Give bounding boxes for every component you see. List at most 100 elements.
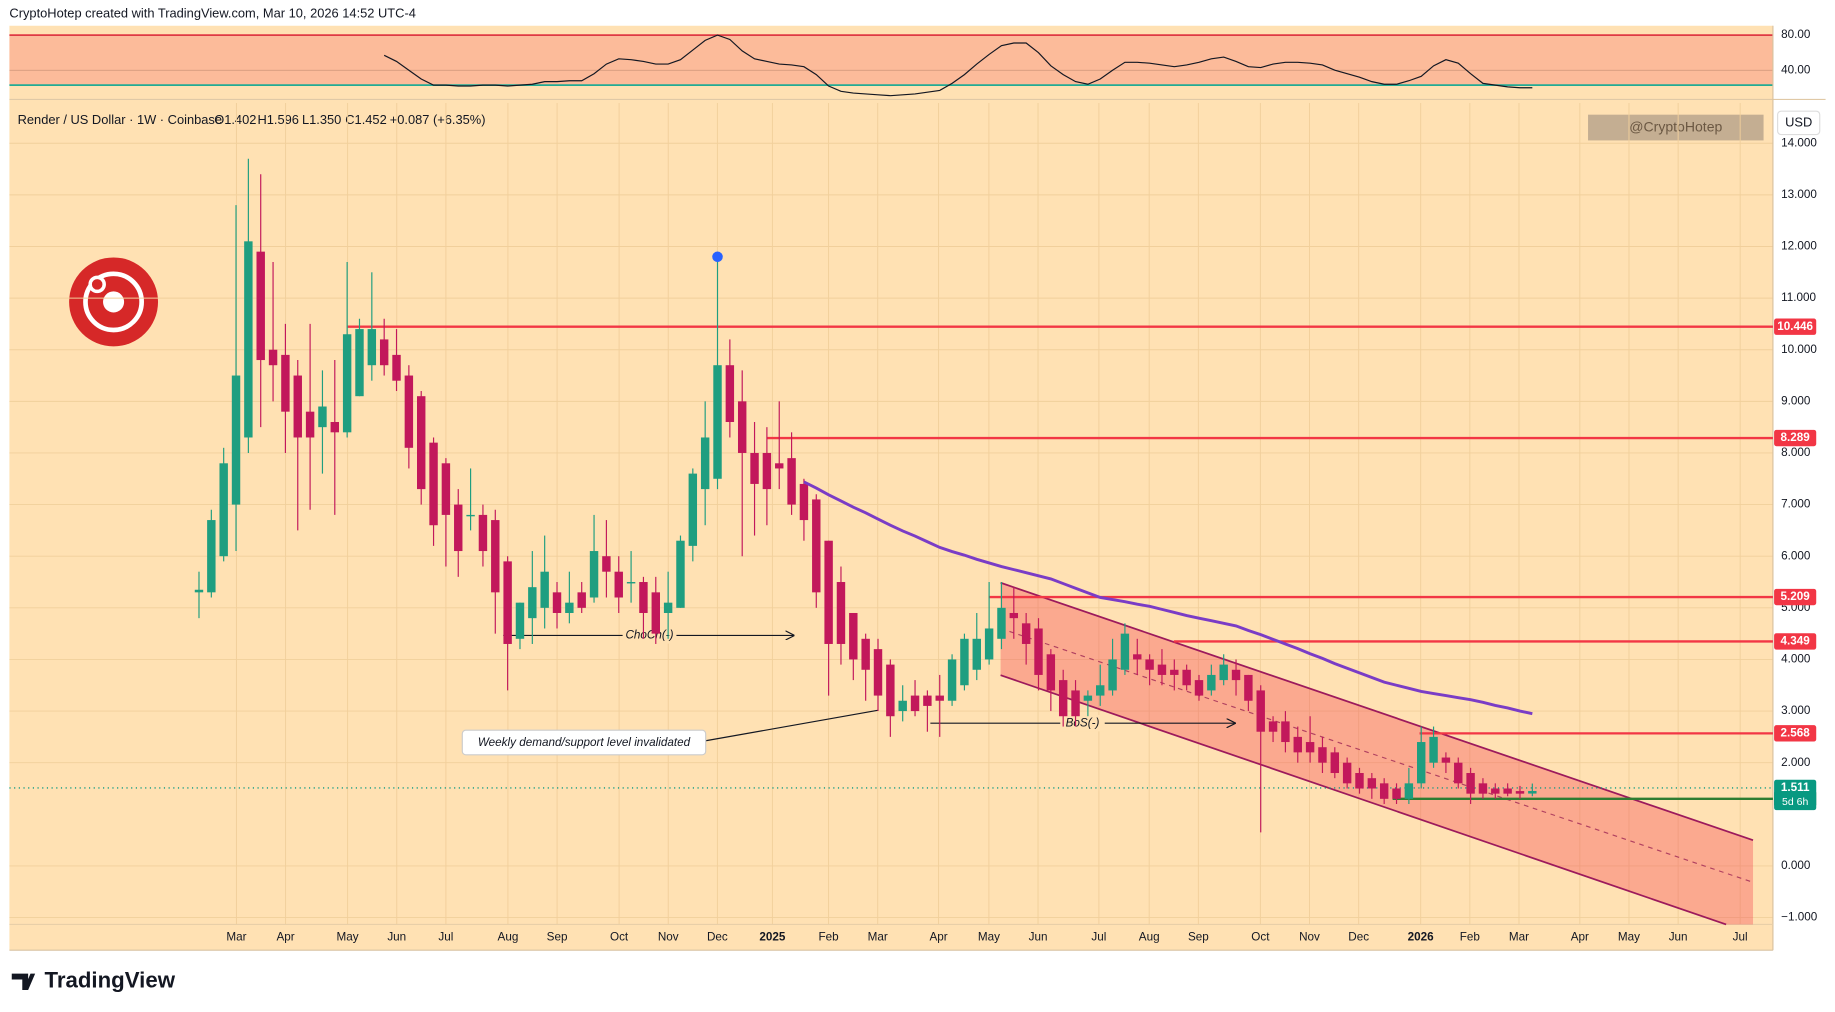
candle-body bbox=[1342, 762, 1352, 784]
candle-body bbox=[1034, 628, 1043, 675]
candle-body bbox=[1145, 659, 1154, 670]
x-tick-label: Mar bbox=[868, 930, 888, 943]
candle-body bbox=[355, 329, 364, 397]
level-label-box bbox=[1774, 725, 1817, 742]
credit: CryptoHotep created with TradingView.com… bbox=[9, 5, 415, 20]
candle-body bbox=[799, 483, 809, 521]
currency: USD bbox=[1785, 114, 1812, 129]
candle-body bbox=[713, 365, 722, 479]
x-tick-label: Dec bbox=[1348, 930, 1369, 943]
candle-body bbox=[849, 612, 858, 660]
candle-body bbox=[441, 463, 451, 515]
y-tick-label: 2.000 bbox=[1781, 756, 1811, 769]
candle-body bbox=[1305, 742, 1315, 753]
candle-body bbox=[1429, 736, 1438, 763]
y-tick-label: 8.000 bbox=[1781, 446, 1811, 459]
candle-body bbox=[947, 659, 957, 701]
candle-body bbox=[762, 452, 772, 490]
x-tick-label: May bbox=[978, 930, 1000, 943]
channel bbox=[1000, 582, 1754, 925]
x-tick-label: Aug bbox=[498, 930, 519, 943]
x-tick-label: Nov bbox=[658, 930, 679, 943]
candle-body bbox=[231, 375, 241, 505]
candle-body bbox=[898, 700, 907, 712]
candle-body bbox=[1182, 669, 1191, 686]
x-tick-label: Feb bbox=[818, 930, 839, 943]
y-tick-label: 9.000 bbox=[1781, 394, 1811, 407]
y-tick-label: 11.000 bbox=[1781, 291, 1816, 304]
candle-body bbox=[577, 592, 586, 608]
candle-body bbox=[454, 504, 463, 552]
logo bbox=[69, 257, 159, 347]
candle-body bbox=[429, 442, 438, 526]
y-tick-label: 13.000 bbox=[1781, 188, 1817, 201]
candle-body bbox=[972, 638, 981, 670]
candle-body bbox=[1058, 680, 1068, 717]
y-tick-label: 12.000 bbox=[1781, 240, 1817, 253]
x-tick-label: 2026 bbox=[1408, 930, 1435, 943]
candle-body bbox=[737, 401, 747, 453]
y-tick-label: 3.000 bbox=[1781, 704, 1811, 717]
candle-body bbox=[1108, 659, 1117, 691]
x-tick-label: Mar bbox=[226, 930, 246, 943]
watermark: @CryptoHotep bbox=[1629, 118, 1722, 134]
y-tick-label: −1.000 bbox=[1781, 911, 1818, 924]
peak-dot bbox=[712, 251, 723, 263]
candle-body bbox=[1083, 695, 1093, 701]
x-tick-label: Dec bbox=[707, 930, 728, 943]
candle-body bbox=[725, 365, 735, 422]
x-tick-label: May bbox=[337, 930, 359, 943]
x-tick-label: Mar bbox=[1509, 930, 1529, 943]
candle-body bbox=[984, 628, 994, 660]
candle-body bbox=[639, 582, 648, 613]
candle-body bbox=[1157, 664, 1167, 675]
candle-body bbox=[379, 339, 389, 366]
candle-body bbox=[1244, 674, 1253, 701]
candle-body bbox=[1046, 654, 1056, 691]
candle-body bbox=[1367, 778, 1377, 789]
rsi-line bbox=[383, 34, 1533, 97]
candle-body bbox=[293, 375, 302, 438]
candle-body bbox=[676, 540, 685, 608]
channel-mid bbox=[1000, 627, 1754, 883]
candle-body bbox=[923, 695, 932, 706]
y-tick-label: 14.000 bbox=[1781, 136, 1817, 149]
candle-body bbox=[318, 406, 327, 428]
candle-body bbox=[812, 499, 821, 593]
candle-body bbox=[219, 463, 228, 557]
candle-body bbox=[602, 556, 611, 572]
candle-body bbox=[565, 602, 574, 613]
candle-body bbox=[614, 571, 623, 598]
x-tick-label: Jun bbox=[1669, 930, 1688, 943]
candle-body bbox=[750, 452, 759, 484]
close: C1.452 bbox=[345, 112, 386, 127]
candle-body bbox=[342, 334, 352, 433]
candle-body bbox=[1417, 742, 1426, 784]
x-tick-label: Sep bbox=[547, 930, 568, 943]
candle-body bbox=[1466, 773, 1475, 794]
current-price-label: 1.511 bbox=[1781, 781, 1810, 794]
candle-body bbox=[392, 354, 401, 381]
y-tick-label: 0.000 bbox=[1781, 859, 1811, 872]
candle-body bbox=[515, 602, 525, 639]
x-tick-label: Oct bbox=[610, 930, 629, 943]
candle-body bbox=[1454, 762, 1463, 784]
candle-body bbox=[552, 592, 562, 613]
candle-body bbox=[416, 396, 426, 490]
candle-body bbox=[1478, 783, 1488, 794]
candle-body bbox=[1318, 747, 1327, 763]
candle-body bbox=[305, 411, 315, 438]
candle-body bbox=[1009, 612, 1019, 619]
level-label-box bbox=[1774, 318, 1817, 335]
candle-body bbox=[1268, 721, 1278, 732]
candle-body bbox=[1207, 674, 1216, 691]
note-connector bbox=[705, 709, 878, 742]
level-label: 4.349 bbox=[1781, 635, 1811, 648]
x-tick-label: May bbox=[1618, 930, 1640, 943]
candle-body bbox=[910, 695, 920, 712]
x-tick-label: Jul bbox=[438, 930, 453, 943]
level-label-box bbox=[1774, 633, 1817, 650]
level-label: 8.289 bbox=[1781, 431, 1811, 444]
